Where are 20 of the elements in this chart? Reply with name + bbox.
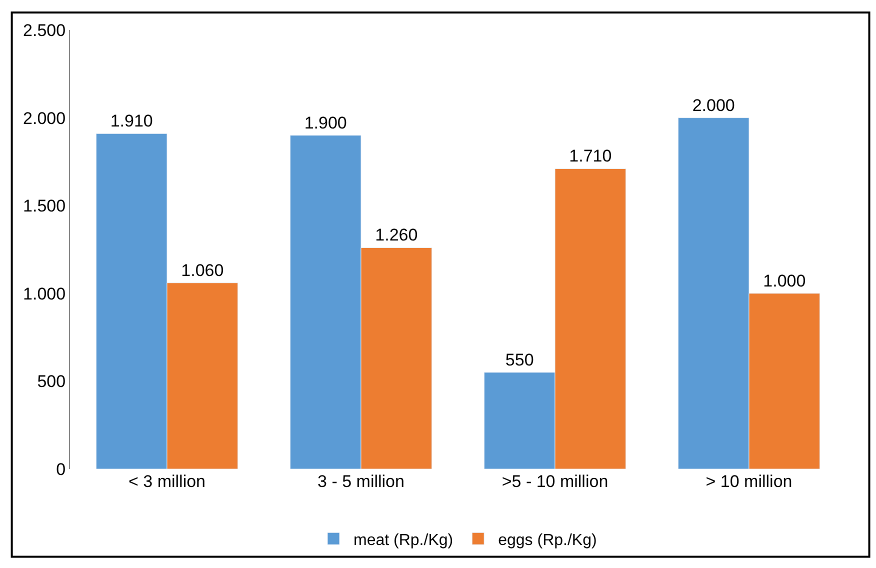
legend-label: meat (Rp./Kg) (354, 532, 454, 549)
x-tick-label: >5 - 10 million (502, 472, 608, 491)
legend-label: eggs (Rp./Kg) (498, 532, 597, 549)
data-label: 1.260 (375, 226, 418, 245)
x-tick-label: > 10 million (706, 472, 792, 491)
data-label: 1.710 (569, 146, 612, 166)
data-label: 1.000 (763, 271, 806, 290)
data-label: 1.910 (110, 112, 153, 131)
data-label: 1.900 (304, 113, 347, 132)
x-tick-label: < 3 million (128, 472, 206, 491)
y-tick-label: 500 (37, 372, 66, 392)
data-label: 550 (505, 350, 534, 370)
y-tick-label: 1.000 (23, 284, 66, 304)
y-tick-label: 0 (56, 460, 66, 479)
x-tick-label: 3 - 5 million (318, 472, 404, 491)
y-tick-label: 2.500 (23, 20, 66, 40)
data-label: 1.060 (181, 260, 224, 280)
data-label: 2.000 (692, 96, 735, 115)
y-tick-label: 2.000 (23, 108, 66, 128)
y-tick-label: 1.500 (23, 196, 66, 216)
